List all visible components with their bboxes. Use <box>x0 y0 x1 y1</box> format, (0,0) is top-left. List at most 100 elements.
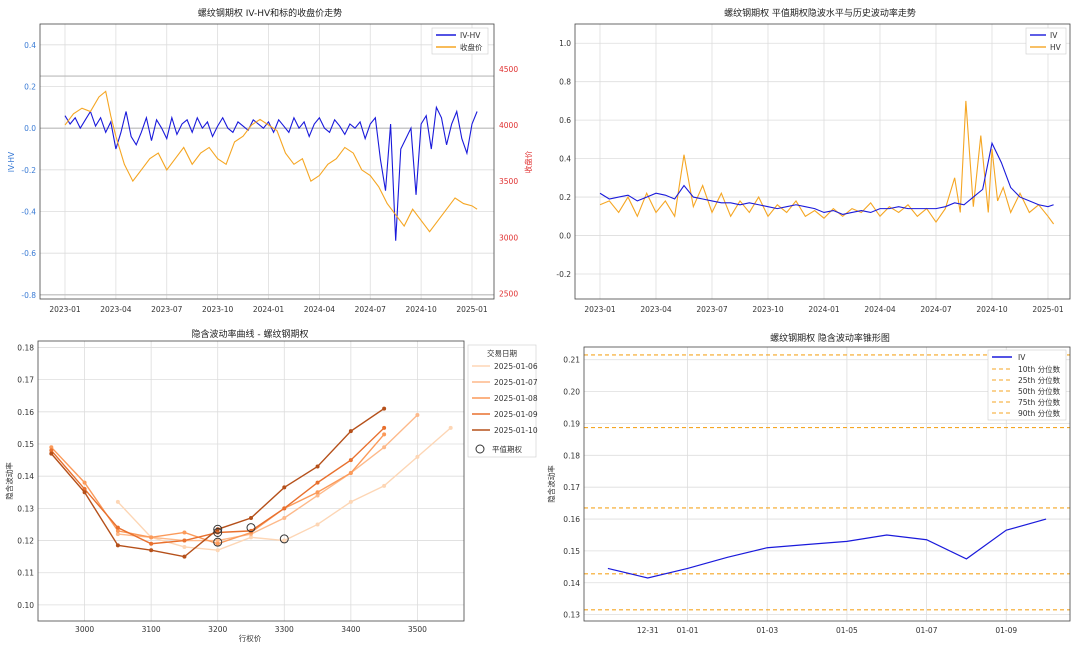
y-tick-label: 0.18 <box>17 343 34 352</box>
y-tick-label: 0.16 <box>17 408 34 417</box>
y-tick-label: 0.10 <box>17 601 34 610</box>
x-tick-label: 2023-04 <box>640 305 672 314</box>
x-tick-label: 2023-01 <box>584 305 616 314</box>
data-point <box>182 554 187 559</box>
series-line-price <box>64 90 478 233</box>
legend-entry: 2025-01-07 <box>494 378 538 387</box>
y-tick-label: 0.6 <box>559 116 571 125</box>
x-tick-label: 2024-04 <box>864 305 896 314</box>
y-tick-label: 0.2 <box>559 193 571 202</box>
x-tick-label: 2024-04 <box>304 305 336 314</box>
legend-swatch-atm <box>475 444 485 454</box>
data-point <box>348 429 353 434</box>
legend-entry: 50th 分位数 <box>1018 386 1061 396</box>
x-tick-label: 2023-10 <box>752 305 784 314</box>
x-tick-label: 01-05 <box>836 626 858 635</box>
data-point <box>215 541 220 546</box>
y-axis-label: IV-HV <box>7 151 16 172</box>
legend: IV-HV 收盘价 <box>431 27 489 55</box>
y-tick-label: 0.0 <box>559 232 571 241</box>
plot-frame <box>37 340 465 622</box>
x-tick-label: 2023-10 <box>202 305 234 314</box>
data-point <box>282 516 287 521</box>
x-tick-label: 01-07 <box>916 626 938 635</box>
legend: IV HV <box>1025 27 1067 55</box>
x-tick-label: 2023-07 <box>151 305 183 314</box>
y-tick-label: -0.2 <box>21 166 36 175</box>
y-tick-label: 0.17 <box>17 376 34 385</box>
data-point <box>315 464 320 469</box>
data-point <box>182 530 187 535</box>
legend-entry: 2025-01-06 <box>494 362 538 371</box>
y-axis-label: 隐含波动率 <box>4 462 14 500</box>
legend-entry: 90th 分位数 <box>1018 408 1061 418</box>
x-tick-label: 01-01 <box>677 626 699 635</box>
y-tick-label: 0.4 <box>24 41 36 50</box>
x-tick-label: 01-09 <box>995 626 1017 635</box>
y-tick-label: 0.13 <box>563 611 580 620</box>
data-point <box>415 454 420 459</box>
data-point <box>415 413 420 418</box>
atm-marker <box>279 534 289 544</box>
chart-title: 螺纹钢期权 平值期权隐波水平与历史波动率走势 <box>724 7 916 19</box>
data-point <box>315 490 320 495</box>
data-point <box>282 506 287 511</box>
x-tick-label: 2024-07 <box>920 305 952 314</box>
data-point <box>448 425 453 430</box>
data-point <box>382 406 387 411</box>
chart-iv-smile: 隐含波动率曲线 - 螺纹钢期权 0.10 0.11 0.12 0.13 0.14 0.15… <box>4 328 538 643</box>
chart-title: 螺纹钢期权 IV-HV和标的收盘价走势 <box>198 7 342 19</box>
y-tick-label: 0.17 <box>563 483 580 492</box>
data-point <box>49 448 54 453</box>
data-point <box>115 525 120 530</box>
legend-entry: 2025-01-08 <box>494 394 538 403</box>
data-point <box>382 425 387 430</box>
data-point <box>282 538 287 543</box>
data-point <box>182 544 187 549</box>
x-tick-label: 2024-01 <box>808 305 840 314</box>
y-tick-label: 0.19 <box>563 419 580 428</box>
data-point <box>149 535 154 540</box>
y-tick-label: 0.2 <box>24 83 36 92</box>
series-line-hv <box>599 100 1055 225</box>
data-point <box>215 548 220 553</box>
x-tick-label: 2023-01 <box>49 305 81 314</box>
y-tick-label: 0.4 <box>559 155 571 164</box>
legend-entry: 10th 分位数 <box>1018 364 1061 374</box>
chart-ivhv-price: 螺纹钢期权 IV-HV和标的收盘价走势 -0.8 -0.6 -0.4 -0.2 0.0 0… <box>7 7 533 314</box>
series-line-2025-01-07 <box>117 414 418 542</box>
data-point <box>348 499 353 504</box>
y-tick-label: 0.14 <box>17 472 34 481</box>
y-right-tick-label: 2500 <box>499 289 518 298</box>
x-tick-label: 3000 <box>75 625 94 634</box>
series-line-iv <box>599 141 1054 215</box>
y-right-tick-label: 3500 <box>499 177 518 186</box>
data-point <box>115 543 120 548</box>
data-point <box>82 480 87 485</box>
data-point <box>249 516 253 521</box>
legend-entry: IV <box>1050 31 1058 40</box>
x-tick-label: 2024-10 <box>976 305 1008 314</box>
data-point <box>382 483 387 488</box>
y-tick-label: -0.6 <box>21 249 36 258</box>
y-tick-label: 1.0 <box>559 39 571 48</box>
data-point <box>215 538 220 543</box>
x-tick-label: 2025-01 <box>1032 305 1064 314</box>
series-line-iv <box>607 518 1047 579</box>
x-tick-label: 3400 <box>341 625 360 634</box>
data-point <box>315 493 320 498</box>
x-tick-label: 3300 <box>275 625 294 634</box>
legend: 交易日期 2025-01-06 2025-01-07 2025-01-08 2025-… <box>467 344 538 458</box>
legend-entry: HV <box>1050 43 1062 52</box>
chart-iv-hv: 螺纹钢期权 平值期权隐波水平与历史波动率走势 -0.2 0.0 0.2 0.4 0.6 0… <box>556 7 1071 314</box>
atm-marker <box>213 527 223 537</box>
y-tick-label: 0.20 <box>563 388 580 397</box>
x-tick-label: 2023-07 <box>696 305 728 314</box>
y-tick-label: 0.0 <box>24 124 36 133</box>
data-point <box>115 528 120 533</box>
y-tick-label: 0.21 <box>563 356 580 365</box>
data-point <box>149 541 154 546</box>
legend-entry: 2025-01-10 <box>494 426 538 435</box>
y-tick-label: 0.8 <box>559 78 571 87</box>
